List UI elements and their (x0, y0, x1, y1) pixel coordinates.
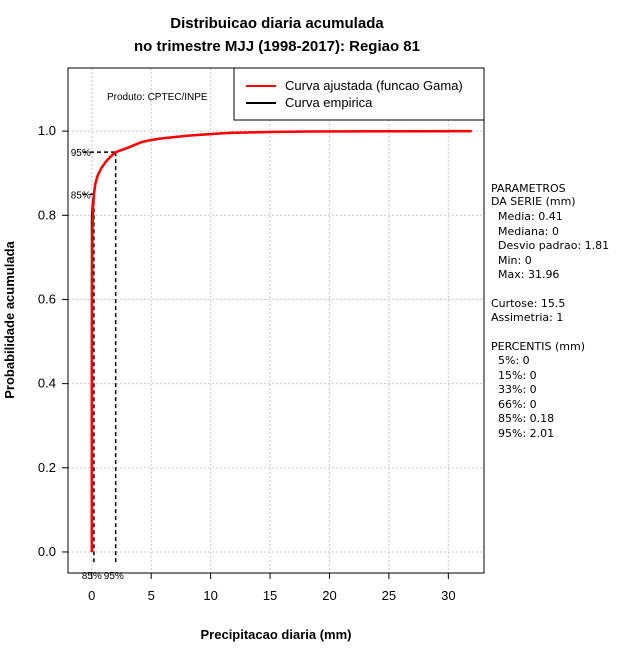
grid (68, 68, 484, 573)
y-tick-label: 0.4 (38, 376, 56, 391)
series-line-empirical (90, 130, 472, 405)
series-parameters-title: PARAMETROS DA SERIE (mm) (491, 182, 576, 208)
y-axis-label: Probabilidade acumulada (2, 240, 17, 398)
percentile-label-x-p95: 95% (104, 571, 124, 582)
x-tick-label: 10 (203, 588, 217, 603)
product-note: Produto: CPTEC/INPE (107, 92, 208, 103)
param-media: Media: 0.41 (498, 210, 563, 223)
percentile-15: 15%: 0 (498, 369, 537, 382)
legend: Curva ajustada (funcao Gama) Curva empir… (233, 67, 485, 121)
percentile-label-y-p85: 85% (71, 190, 91, 201)
x-tick-label: 20 (322, 588, 336, 603)
percentile-5: 5%: 0 (498, 354, 530, 367)
series-group (90, 129, 472, 552)
percentile-85: 85%: 0.18 (498, 412, 555, 425)
y-tick-label: 0.2 (38, 460, 56, 475)
legend-label-empirical: Curva empirica (285, 95, 373, 110)
percentile-66: 66%: 0 (498, 398, 537, 411)
x-tick-label: 25 (382, 588, 396, 603)
param-desvio-padrao: Desvio padrao: 1.81 (498, 239, 610, 252)
x-tick-label: 5 (148, 588, 155, 603)
legend-label-fitted: Curva ajustada (funcao Gama) (285, 78, 463, 93)
percentile-label-y-p95: 95% (71, 148, 91, 159)
percentiles-title: PERCENTIS (mm) (491, 340, 585, 353)
x-tick-label: 30 (441, 588, 455, 603)
percentile-95: 95%: 2.01 (498, 427, 555, 440)
y-tick-label: 1.0 (38, 123, 56, 138)
series-line-fitted-gamma (90, 129, 472, 552)
param-max: Max: 31.96 (498, 268, 560, 281)
x-axis-label: Precipitacao diaria (mm) (201, 627, 352, 642)
x-tick-label: 15 (263, 588, 277, 603)
y-tick-label: 0.8 (38, 207, 56, 222)
chart-title-line-1: Distribuicao diaria acumulada (170, 15, 384, 32)
y-tick-label: 0.0 (38, 544, 56, 559)
curtose: Curtose: 15.5 (491, 297, 566, 310)
percentile-lines: 85%95%85% 95% (71, 148, 124, 582)
percentile-33: 33%: 0 (498, 383, 537, 396)
plot-frame (67, 67, 485, 574)
legend-box (233, 67, 485, 121)
y-tick-label: 0.6 (38, 291, 56, 306)
param-mediana: Mediana: 0 (498, 225, 559, 238)
x-tick-label: 0 (88, 588, 95, 603)
param-min: Min: 0 (498, 254, 532, 267)
assimetria: Assimetria: 1 (491, 311, 564, 324)
axes: 0 5 10 15 20 25 30 0.0 0.2 0.4 0.6 0.8 1.0 (38, 123, 456, 603)
chart-title-line-2: no trimestre MJJ (1998-2017): Regiao 81 (134, 38, 420, 55)
